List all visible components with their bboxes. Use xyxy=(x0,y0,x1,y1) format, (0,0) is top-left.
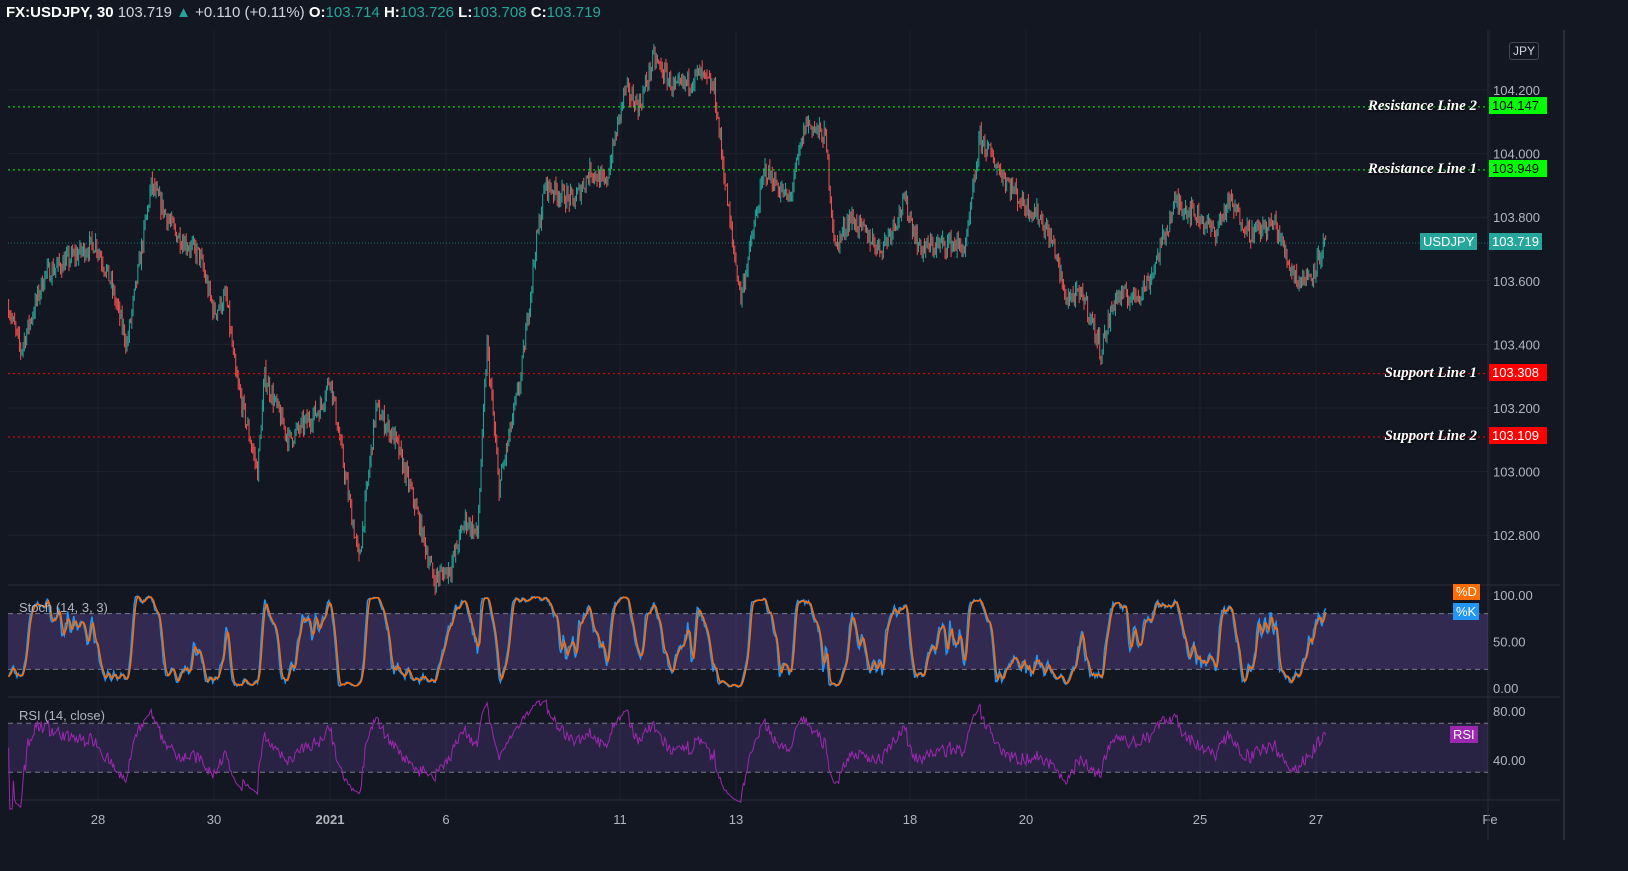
stoch-k-label: %K xyxy=(1453,603,1480,620)
time-tick: 2021 xyxy=(316,812,345,827)
stoch-tick: 0.00 xyxy=(1493,681,1518,696)
stoch-d-line xyxy=(7,595,1327,688)
right-border xyxy=(1563,30,1565,840)
price-tick: 103.000 xyxy=(1493,465,1540,480)
time-tick: 11 xyxy=(613,812,627,827)
resistance-line-label: Resistance Line 1 xyxy=(1367,160,1477,177)
time-tick: 20 xyxy=(1019,812,1033,827)
stoch-title[interactable]: Stoch (14, 3, 3) xyxy=(19,600,108,615)
time-tick: Fe xyxy=(1482,812,1497,827)
rsi-title[interactable]: RSI (14, close) xyxy=(19,708,105,723)
stoch-tick: 50.00 xyxy=(1493,635,1526,650)
stoch-d-label: %D xyxy=(1453,584,1480,600)
last-price-label: 103.719 xyxy=(1489,232,1542,250)
low-label: L: xyxy=(458,4,473,21)
time-tick: 30 xyxy=(207,812,221,827)
support-price-label: 103.109 xyxy=(1489,426,1547,444)
rsi-tick: 40.00 xyxy=(1493,753,1526,768)
open-label: O: xyxy=(308,4,326,21)
rsi-tick: 80.00 xyxy=(1493,704,1526,719)
price-tick: 104.200 xyxy=(1493,83,1540,98)
price-tick: 103.200 xyxy=(1493,401,1540,416)
stoch-tick: 100.00 xyxy=(1493,588,1533,603)
resistance-price-label: 104.147 xyxy=(1489,96,1547,114)
price-tick: 103.800 xyxy=(1493,210,1540,225)
time-tick: 28 xyxy=(91,812,105,827)
support-price-label: 103.308 xyxy=(1489,363,1547,381)
low-value: 103.708 xyxy=(472,4,527,21)
high-value: 103.726 xyxy=(399,4,454,21)
price-change: +0.110 (+0.11%) xyxy=(195,4,305,21)
time-tick: 13 xyxy=(729,812,743,827)
support-line-label: Support Line 1 xyxy=(1384,364,1477,381)
open-value: 103.714 xyxy=(325,4,380,21)
triangle-up-icon: ▲ xyxy=(176,4,191,21)
time-tick: 6 xyxy=(442,812,449,827)
symbol-name[interactable]: FX:USDJPY, 30 xyxy=(6,4,114,21)
currency-button[interactable]: JPY xyxy=(1509,42,1540,60)
close-label: C: xyxy=(530,4,547,21)
symbol-header: FX:USDJPY, 30 103.719 ▲ +0.110 (+0.11%) … xyxy=(6,4,601,21)
price-tick: 102.800 xyxy=(1493,528,1540,543)
time-tick: 25 xyxy=(1193,812,1207,827)
close-value: 103.719 xyxy=(546,4,601,21)
rsi-label: RSI xyxy=(1450,726,1478,743)
last-price: 103.719 xyxy=(117,4,172,21)
time-tick: 27 xyxy=(1309,812,1323,827)
resistance-line-label: Resistance Line 2 xyxy=(1367,97,1477,114)
price-tick: 104.000 xyxy=(1493,147,1540,162)
resistance-price-label: 103.949 xyxy=(1489,159,1547,177)
last-price-name: USDJPY xyxy=(1420,232,1478,250)
price-tick: 103.400 xyxy=(1493,337,1540,352)
price-tick: 103.600 xyxy=(1493,274,1540,289)
high-label: H: xyxy=(383,4,400,21)
stoch-k-line xyxy=(7,595,1327,689)
rsi-line xyxy=(8,699,1327,810)
support-line-label: Support Line 2 xyxy=(1384,427,1477,444)
time-tick: 18 xyxy=(903,812,917,827)
